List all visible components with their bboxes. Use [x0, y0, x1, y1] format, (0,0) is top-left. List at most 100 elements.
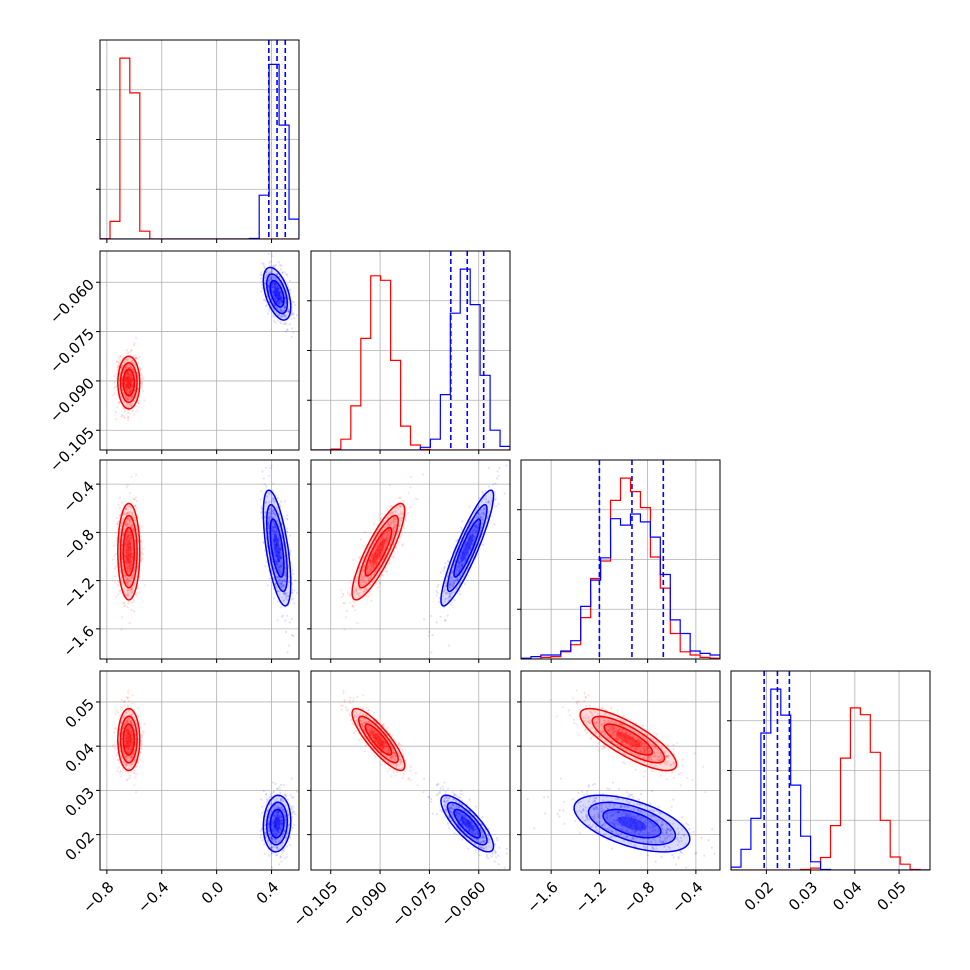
- scatter-point: [124, 387, 127, 390]
- scatter-point: [126, 589, 130, 592]
- scatter-point: [387, 529, 390, 532]
- scatter-point: [275, 290, 279, 293]
- scatter-point: [273, 283, 276, 286]
- scatter-point: [133, 497, 136, 500]
- scatter-point: [448, 592, 451, 596]
- scatter-point: [471, 535, 474, 538]
- scatter-point: [274, 513, 277, 517]
- scatter-point: [463, 583, 466, 586]
- scatter-point: [125, 386, 128, 389]
- scatter-point: [117, 503, 120, 507]
- scatter-point: [482, 497, 485, 500]
- scatter-point: [451, 571, 454, 574]
- scatter-point: [278, 571, 281, 574]
- scatter-point: [124, 376, 128, 379]
- scatter-point: [463, 552, 466, 555]
- scatter-point: [265, 560, 268, 564]
- scatter-point: [384, 542, 387, 545]
- scatter-point: [273, 544, 276, 547]
- scatter-point: [128, 384, 131, 387]
- scatter-point: [458, 568, 461, 571]
- scatter-point: [125, 562, 128, 566]
- scatter-point: [273, 288, 276, 292]
- scatter-point: [472, 534, 475, 538]
- scatter-point: [466, 547, 469, 551]
- scatter-point: [271, 526, 274, 529]
- scatter-point: [276, 587, 279, 590]
- scatter-point: [284, 583, 287, 587]
- scatter-point: [460, 526, 463, 529]
- scatter-point: [125, 555, 128, 558]
- scatter-point: [130, 566, 133, 569]
- scatter-point: [278, 287, 281, 290]
- scatter-point: [275, 285, 279, 288]
- scatter-point: [131, 754, 134, 757]
- scatter-point: [392, 555, 396, 559]
- scatter-point: [458, 569, 461, 572]
- scatter-point: [279, 546, 282, 550]
- scatter-point: [367, 565, 370, 568]
- scatter-point: [462, 556, 465, 559]
- scatter-point: [124, 542, 127, 545]
- scatter-point: [491, 483, 495, 486]
- scatter-point: [129, 543, 132, 546]
- scatter-point: [125, 560, 128, 563]
- scatter-point: [126, 588, 129, 592]
- scatter-point: [124, 507, 127, 510]
- scatter-point: [121, 413, 124, 417]
- scatter-point: [467, 553, 470, 556]
- scatter-point: [386, 539, 389, 542]
- scatter-point: [128, 745, 131, 748]
- scatter-point: [125, 373, 128, 376]
- scatter-point: [444, 597, 447, 600]
- scatter-point: [273, 548, 276, 551]
- scatter-point: [281, 299, 284, 303]
- scatter-point: [127, 724, 130, 728]
- scatter-point: [277, 296, 280, 300]
- scatter-point: [126, 748, 129, 752]
- scatter-point: [275, 546, 278, 549]
- scatter-point: [135, 724, 139, 727]
- scatter-point: [275, 575, 278, 578]
- scatter-point: [125, 543, 128, 546]
- scatter-point: [118, 590, 122, 593]
- scatter-point: [130, 396, 133, 399]
- scatter-point: [278, 292, 282, 295]
- scatter-point: [127, 371, 130, 374]
- scatter-point: [126, 518, 129, 521]
- scatter-point: [454, 579, 457, 582]
- scatter-point: [271, 525, 274, 528]
- panel-0-0: [100, 40, 299, 239]
- scatter-point: [127, 371, 130, 374]
- scatter-point: [471, 539, 474, 542]
- scatter-point: [126, 719, 129, 723]
- scatter-point: [125, 507, 128, 511]
- scatter-point: [276, 286, 279, 289]
- scatter-point: [124, 735, 127, 738]
- scatter-point: [125, 754, 128, 758]
- scatter-point: [131, 722, 134, 725]
- scatter-point: [479, 516, 482, 519]
- scatter-point: [125, 398, 129, 401]
- scatter-point: [473, 535, 476, 538]
- scatter-point: [278, 566, 281, 570]
- scatter-point: [279, 556, 283, 560]
- scatter-point: [393, 530, 396, 533]
- scatter-point: [498, 467, 501, 470]
- scatter-point: [125, 764, 128, 767]
- scatter-point: [267, 283, 270, 286]
- scatter-point: [374, 553, 377, 556]
- scatter-point: [128, 404, 131, 407]
- scatter-point: [271, 510, 274, 513]
- scatter-point: [469, 546, 472, 549]
- scatter-point: [125, 744, 128, 748]
- scatter-point: [122, 602, 125, 605]
- scatter-point: [279, 583, 282, 586]
- scatter-point: [363, 575, 366, 578]
- scatter-point: [291, 588, 294, 592]
- scatter-point: [462, 545, 466, 548]
- scatter-point: [278, 313, 281, 316]
- scatter-point: [117, 366, 120, 369]
- scatter-point: [274, 544, 277, 548]
- scatter-point: [130, 542, 133, 545]
